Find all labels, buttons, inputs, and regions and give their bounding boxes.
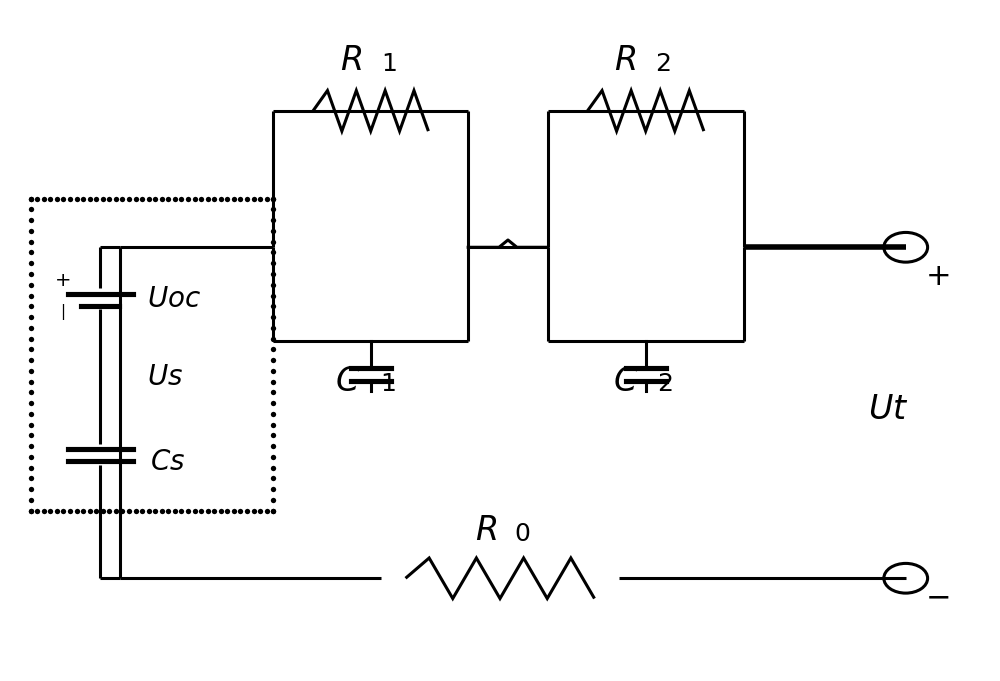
Text: $Ut$: $Ut$ — [868, 393, 908, 426]
Text: $+$: $+$ — [54, 272, 71, 290]
Text: $2$: $2$ — [657, 373, 673, 396]
Text: $2$: $2$ — [655, 52, 671, 76]
Text: $-$: $-$ — [925, 582, 950, 613]
Text: $1$: $1$ — [380, 373, 395, 396]
Text: $C$: $C$ — [613, 364, 638, 398]
Text: $1$: $1$ — [381, 52, 396, 76]
Text: $Uoc$: $Uoc$ — [147, 287, 201, 313]
Text: $R$: $R$ — [475, 514, 497, 548]
Text: $Us$: $Us$ — [147, 364, 183, 391]
Text: $|$: $|$ — [60, 302, 65, 322]
Text: $Cs$: $Cs$ — [150, 449, 185, 475]
Text: $R$: $R$ — [340, 44, 362, 77]
Text: $C$: $C$ — [335, 364, 360, 398]
Text: $+$: $+$ — [925, 261, 950, 292]
Text: $0$: $0$ — [514, 522, 530, 546]
Text: $R$: $R$ — [614, 44, 636, 77]
